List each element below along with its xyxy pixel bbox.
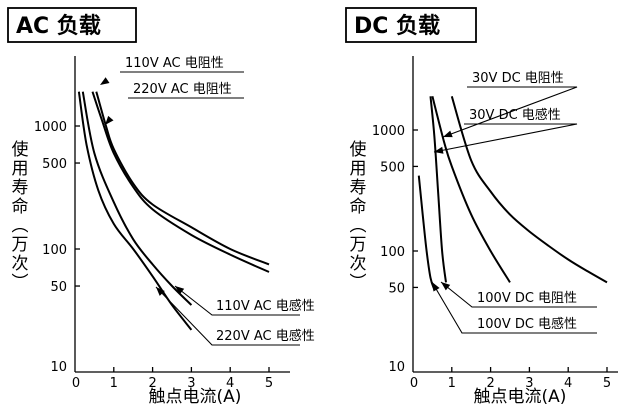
y-tick-label: 50 bbox=[50, 280, 67, 295]
series-leader-3 bbox=[431, 281, 597, 334]
x-tick-label: 0 bbox=[72, 376, 80, 391]
x-tick-label: 5 bbox=[265, 376, 273, 391]
y-tick-label: 1000 bbox=[372, 124, 405, 139]
x-tick-label: 0 bbox=[410, 376, 418, 391]
series-leader-2 bbox=[174, 285, 300, 316]
series-arrowhead-0 bbox=[100, 77, 110, 85]
x-tick-label: 4 bbox=[564, 376, 572, 391]
series-label-0: 110V AC 电阻性 bbox=[125, 56, 224, 71]
x-tick-label: 2 bbox=[148, 376, 156, 391]
chart-title-box bbox=[7, 7, 137, 43]
y-tick-label: 100 bbox=[42, 243, 67, 258]
series-line-0 bbox=[91, 91, 270, 273]
chart-panel-0: AC 负载 0 1 2 3 4 5 10 50 100 500 1000 触点电流(A) 使用寿命︵万次︶… bbox=[7, 7, 315, 407]
series-label-1: 30V DC 电感性 bbox=[469, 107, 561, 123]
x-tick-label: 5 bbox=[603, 376, 611, 391]
y-tick-label: 50 bbox=[388, 281, 405, 296]
series-label-3: 100V DC 电感性 bbox=[477, 316, 577, 332]
series-line-1 bbox=[431, 96, 511, 283]
y-tick-label: 10 bbox=[50, 360, 67, 375]
chart-title-box bbox=[345, 7, 477, 43]
series-label-0: 30V DC 电阻性 bbox=[472, 71, 564, 86]
series-arrowhead-2 bbox=[175, 286, 185, 295]
series-leader-3 bbox=[155, 286, 300, 346]
y-tick-label: 10 bbox=[388, 360, 405, 375]
x-tick-label: 1 bbox=[448, 376, 456, 391]
series-label-2: 100V DC 电阻性 bbox=[477, 291, 577, 306]
series-line-2 bbox=[81, 91, 193, 306]
x-tick-label: 3 bbox=[187, 376, 195, 391]
series-leader-1 bbox=[433, 123, 578, 153]
chart-panel-1: DC 负载 0 1 2 3 4 5 10 50 100 500 1000 触点电流(A) 使用寿命︵万次︶… bbox=[345, 7, 618, 407]
series-line-1 bbox=[95, 91, 270, 266]
x-tick-label: 2 bbox=[486, 376, 494, 391]
series-label-2: 110V AC 电感性 bbox=[216, 298, 315, 314]
series-arrowhead-2 bbox=[441, 282, 451, 291]
y-axis-label: 使用寿命︵万次︶ bbox=[350, 139, 367, 293]
y-tick-label: 1000 bbox=[34, 120, 67, 135]
x-tick-label: 4 bbox=[226, 376, 234, 391]
series-leader-2 bbox=[440, 281, 597, 308]
series-line-0 bbox=[450, 96, 608, 284]
series-leader-0 bbox=[442, 86, 578, 138]
x-axis-label: 触点电流(A) bbox=[149, 387, 242, 407]
y-axis-label: 使用寿命︵万次︶ bbox=[12, 139, 29, 293]
series-line-3 bbox=[417, 175, 436, 290]
series-arrowhead-3 bbox=[156, 287, 165, 296]
series-line-3 bbox=[77, 91, 193, 331]
x-tick-label: 1 bbox=[110, 376, 118, 391]
series-label-1: 220V AC 电阻性 bbox=[133, 82, 232, 97]
y-tick-label: 500 bbox=[380, 160, 405, 175]
series-arrowhead-3 bbox=[432, 282, 440, 292]
series-arrowhead-0 bbox=[443, 130, 453, 138]
chart-title: DC 负载 bbox=[354, 13, 440, 39]
y-tick-label: 100 bbox=[380, 245, 405, 260]
chart-title: AC 负载 bbox=[16, 13, 101, 39]
x-tick-label: 3 bbox=[525, 376, 533, 391]
y-tick-label: 500 bbox=[42, 157, 67, 172]
x-axis-label: 触点电流(A) bbox=[474, 387, 567, 407]
series-arrowhead-1 bbox=[105, 115, 114, 125]
series-label-3: 220V AC 电感性 bbox=[216, 328, 315, 344]
series-line-2 bbox=[429, 96, 447, 283]
